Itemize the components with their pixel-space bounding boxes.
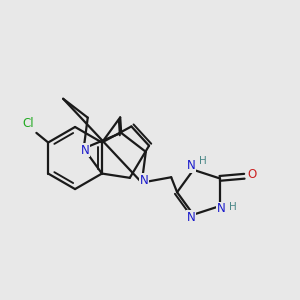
Text: N: N bbox=[187, 211, 196, 224]
Text: N: N bbox=[81, 143, 90, 157]
Text: N: N bbox=[140, 174, 148, 187]
Text: Cl: Cl bbox=[22, 117, 34, 130]
Text: N: N bbox=[216, 202, 225, 215]
Text: O: O bbox=[247, 168, 256, 181]
Text: H: H bbox=[229, 202, 236, 212]
Text: H: H bbox=[199, 156, 207, 166]
Text: N: N bbox=[187, 159, 196, 172]
